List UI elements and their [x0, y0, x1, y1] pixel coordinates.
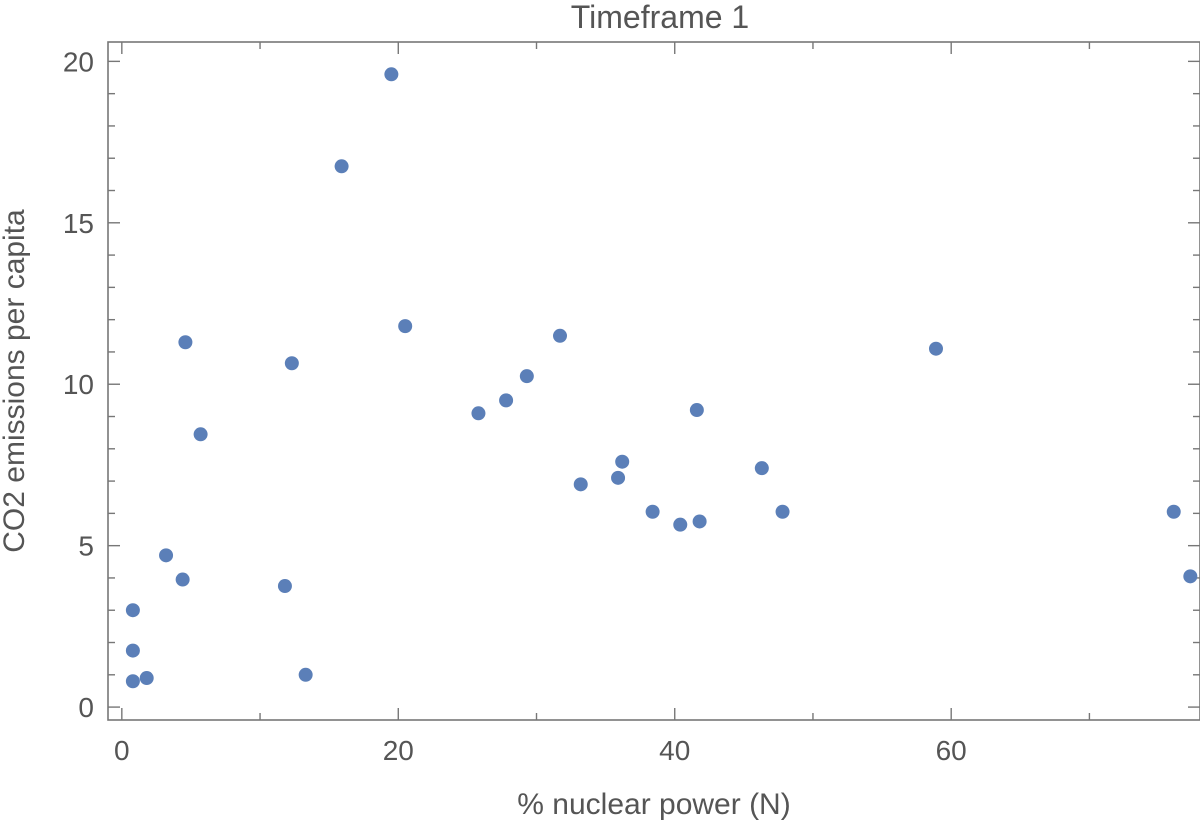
- data-point: [673, 517, 688, 532]
- data-point: [689, 403, 704, 418]
- x-tick-label: 0: [114, 735, 130, 766]
- data-point: [277, 579, 292, 594]
- y-tick-label: 5: [78, 531, 94, 562]
- data-point: [775, 504, 790, 519]
- data-point: [125, 674, 140, 689]
- x-tick-label: 40: [659, 735, 690, 766]
- data-point: [692, 514, 707, 529]
- data-points: [125, 67, 1198, 689]
- data-point: [175, 572, 190, 587]
- data-point: [611, 470, 626, 485]
- data-point: [125, 603, 140, 618]
- data-point: [384, 67, 399, 82]
- data-point: [178, 335, 193, 350]
- data-point: [139, 671, 154, 686]
- x-tick-label: 60: [936, 735, 967, 766]
- x-tick-label: 20: [383, 735, 414, 766]
- y-axis: 0 5 10 15 20: [63, 46, 1200, 723]
- y-tick-label: 15: [63, 208, 94, 239]
- data-point: [298, 667, 313, 682]
- data-point: [519, 369, 534, 384]
- data-point: [193, 427, 208, 442]
- data-point: [615, 454, 630, 469]
- y-tick-label: 10: [63, 369, 94, 400]
- data-point: [553, 328, 568, 343]
- data-point: [125, 643, 140, 658]
- y-axis-label: CO2 emissions per capita: [0, 209, 31, 553]
- data-point: [754, 461, 769, 476]
- data-point: [573, 477, 588, 492]
- x-axis-label: % nuclear power (N): [517, 788, 790, 821]
- data-point: [284, 356, 299, 371]
- data-point: [1166, 504, 1181, 519]
- data-point: [645, 504, 660, 519]
- data-point: [928, 341, 943, 356]
- data-point: [159, 548, 174, 563]
- x-axis: 0 20 40 60: [114, 42, 1091, 766]
- plot-frame: [107, 41, 1200, 721]
- data-point: [1183, 569, 1198, 584]
- chart-title: Timeframe 1: [571, 0, 749, 35]
- y-tick-label: 20: [63, 46, 94, 77]
- y-tick-label: 0: [78, 692, 94, 723]
- data-point: [398, 319, 413, 334]
- data-point: [334, 159, 349, 174]
- data-point: [499, 393, 514, 408]
- data-point: [471, 406, 486, 421]
